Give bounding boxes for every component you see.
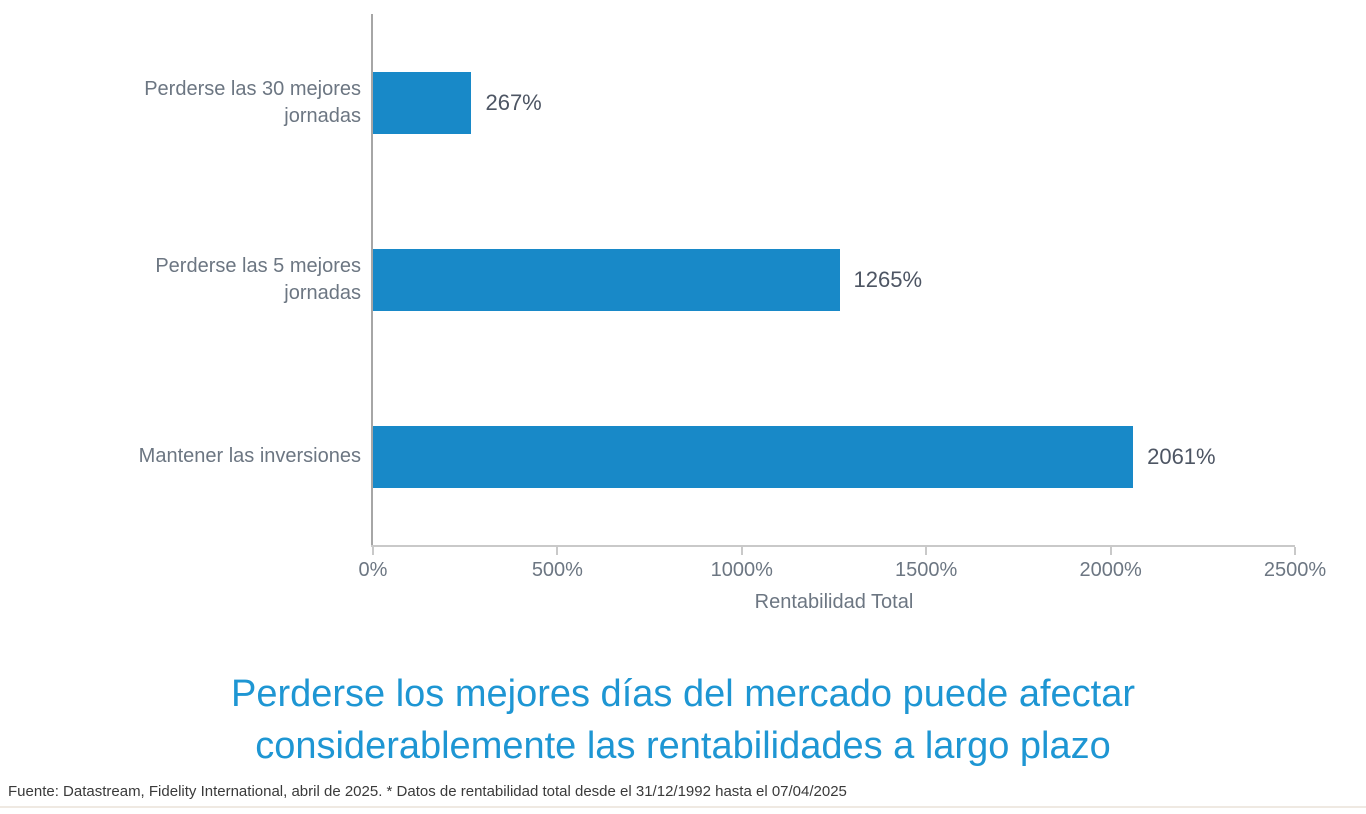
- x-axis-tick: [740, 547, 743, 555]
- x-axis-tick-label: 1000%: [710, 559, 773, 581]
- chart-title-line-1: Perderse los mejores días del mercado pu…: [230, 673, 1136, 715]
- x-axis-tick: [1294, 547, 1296, 555]
- category-label: Perderse las 5 mejores jornadas: [155, 254, 361, 304]
- x-axis-title: Rentabilidad Total: [754, 591, 914, 613]
- x-axis-tick-label: 0%: [358, 559, 388, 581]
- source-note: Fuente: Datastream, Fidelity Internation…: [8, 783, 847, 800]
- category-label: Mantener las inversiones: [138, 445, 361, 467]
- bar-chart-plot-area: Perderse las 30 mejores jornadas 267% Perd…: [139, 14, 1326, 581]
- x-axis-tick: [372, 547, 374, 555]
- y-axis-line: [371, 14, 373, 547]
- chart-title-line-2: considerablemente las rentabilidades a l…: [255, 725, 1111, 767]
- x-axis-tick: [1109, 547, 1112, 555]
- bar-value-label: 267%: [485, 89, 542, 115]
- x-axis-tick-label: 2000%: [1079, 559, 1142, 581]
- x-axis-tick-label: 1500%: [895, 559, 958, 581]
- x-axis-tick: [925, 547, 928, 555]
- bar-value-label: 2061%: [1147, 443, 1216, 469]
- chart-title: Perderse los mejores días del mercado pu…: [0, 668, 1366, 772]
- bar: [373, 425, 1134, 488]
- bar: [373, 248, 840, 311]
- x-axis-tick-label: 500%: [531, 559, 583, 581]
- x-axis-tick-label: 2500%: [1263, 559, 1327, 581]
- bar: [373, 71, 472, 134]
- category-label: Perderse las 30 mejores jornadas: [144, 77, 361, 127]
- x-axis-line: [371, 545, 1295, 547]
- bar-value-label: 1265%: [853, 266, 923, 292]
- bottom-divider: [0, 806, 1366, 808]
- x-axis-tick: [556, 547, 559, 555]
